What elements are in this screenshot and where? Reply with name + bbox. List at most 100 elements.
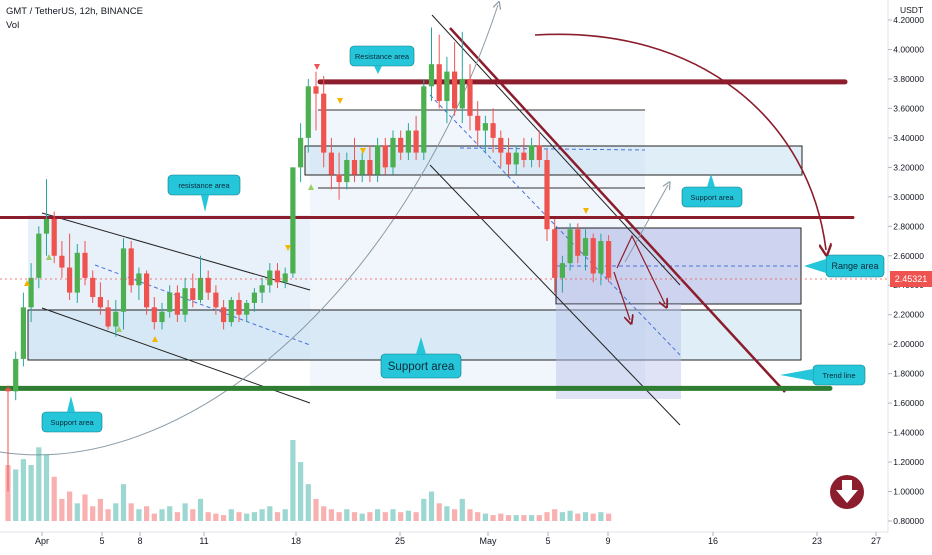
- candle: [328, 137, 334, 190]
- callout-resistance-left-label: resistance area: [178, 181, 230, 190]
- candle-body: [67, 267, 73, 293]
- candle: [221, 299, 227, 330]
- callout-range[interactable]: Range area: [804, 254, 885, 278]
- marker-triangle-up: [152, 336, 158, 342]
- candle: [313, 71, 319, 131]
- marker-triangle-up: [24, 280, 30, 286]
- candle-body: [113, 311, 119, 327]
- callout-trend-line[interactable]: Trend line: [780, 364, 866, 386]
- candle: [244, 299, 250, 323]
- candle: [490, 108, 496, 153]
- candle: [13, 351, 19, 401]
- price-tick-label: 1.20000: [893, 457, 924, 467]
- callout-support-right[interactable]: Support area: [681, 174, 743, 208]
- volume-bar: [105, 509, 111, 521]
- candle-body: [513, 152, 519, 165]
- volume-bar: [290, 439, 296, 521]
- marker-triangle-up: [116, 326, 122, 332]
- volume-bar: [36, 447, 42, 521]
- candle-body: [298, 137, 304, 168]
- volume-bar: [313, 498, 319, 521]
- candle: [475, 101, 481, 146]
- volume-bar: [59, 498, 65, 521]
- candle: [606, 235, 612, 283]
- candle: [375, 137, 381, 183]
- candle-body: [120, 248, 127, 312]
- candle: [97, 282, 103, 315]
- volume-bar: [452, 509, 458, 521]
- marker-triangle-up: [46, 254, 52, 260]
- candle: [43, 179, 50, 256]
- candle: [236, 292, 242, 323]
- download-arrow-icon[interactable]: [830, 475, 864, 509]
- candle-body: [221, 307, 227, 323]
- left-channel-upper: [41, 212, 311, 291]
- volume-bar: [513, 515, 519, 521]
- time-tick-label: 25: [395, 536, 405, 546]
- candle: [405, 123, 411, 160]
- callout-range-label: Range area: [831, 261, 878, 271]
- candle-body: [236, 299, 242, 315]
- price-tick-label: 2.20000: [893, 310, 924, 320]
- candle: [113, 299, 119, 337]
- red-zigzag: [616, 234, 665, 304]
- candle-body: [167, 292, 173, 312]
- time-axis[interactable]: Apr 5 8 11 18 25 May 5 9 16 23 27: [0, 531, 888, 546]
- volume-bar: [120, 484, 127, 521]
- callout-resistance-upper[interactable]: Resistance area: [349, 45, 415, 74]
- levels-layer: [0, 79, 855, 391]
- callout-resistance-left[interactable]: resistance area: [167, 174, 241, 212]
- volume-bar: [559, 512, 565, 521]
- volume-bar: [436, 503, 442, 521]
- marker-triangle-down: [314, 64, 320, 70]
- candle-body: [282, 273, 288, 283]
- currency-label: USDT: [900, 5, 923, 15]
- volume-bar: [20, 459, 26, 521]
- candle-body: [351, 159, 358, 175]
- candle: [444, 56, 450, 124]
- candle-body: [498, 137, 504, 153]
- candle-body: [190, 288, 196, 300]
- volume-bar: [606, 513, 612, 521]
- candle: [428, 27, 435, 102]
- candle: [459, 31, 465, 124]
- callout-support-left[interactable]: Support area: [41, 396, 103, 433]
- volume-bar: [359, 513, 365, 521]
- gray-arrow-up: [624, 185, 668, 263]
- callout-support-center[interactable]: Support area: [380, 337, 462, 379]
- time-tick-label: 8: [137, 536, 142, 546]
- candle: [213, 285, 219, 315]
- candle: [452, 42, 458, 116]
- candle: [413, 115, 419, 160]
- candle: [51, 211, 57, 264]
- zone-layer: [27, 109, 803, 399]
- red-big-arc: [534, 33, 826, 250]
- volume-bar: [536, 515, 542, 521]
- candle: [267, 263, 273, 293]
- chart-header: GMT / TetherUS, 12h, BINANCE Vol: [6, 6, 143, 31]
- time-tick-label: 9: [605, 536, 610, 546]
- candle-body: [590, 238, 596, 274]
- candle-body: [5, 388, 11, 392]
- candle-body: [313, 86, 319, 94]
- candle: [59, 241, 65, 278]
- volume-indicator-label[interactable]: Vol: [6, 20, 19, 31]
- candle-body: [444, 71, 450, 102]
- candle-body: [182, 288, 188, 315]
- volume-bar: [159, 509, 165, 521]
- candle: [120, 238, 127, 330]
- candle: [390, 130, 396, 175]
- symbol-title[interactable]: GMT / TetherUS, 12h, BINANCE: [6, 6, 143, 17]
- candle-body: [606, 241, 612, 278]
- volume-bar: [351, 512, 358, 521]
- candle: [336, 152, 342, 200]
- candles-layer: [5, 27, 612, 492]
- candle: [529, 137, 535, 168]
- candle-body: [36, 233, 42, 278]
- volume-bar: [405, 510, 411, 521]
- candle: [151, 297, 157, 330]
- volume-bar: [274, 512, 281, 521]
- candle-body: [544, 159, 550, 230]
- volume-bar: [136, 509, 142, 521]
